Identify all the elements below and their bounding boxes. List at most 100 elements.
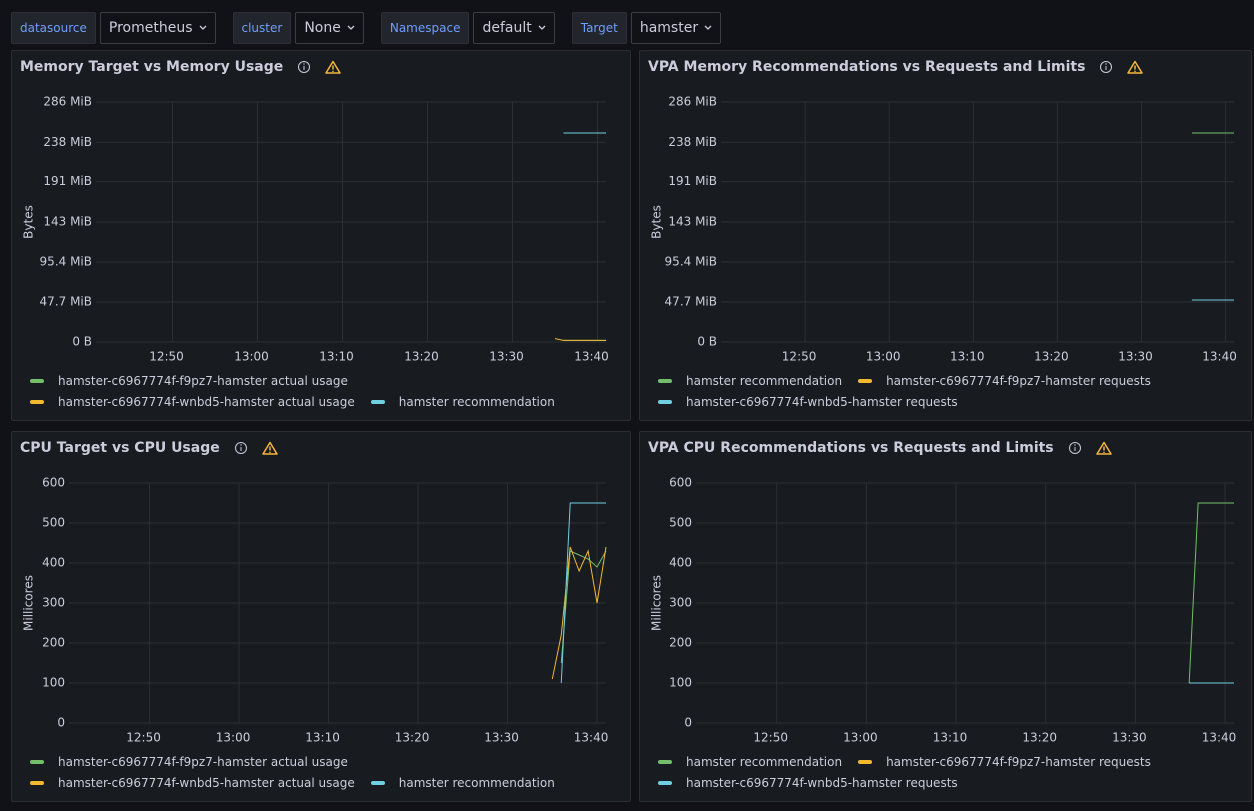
y-tick-label: 47.7 MiB	[665, 294, 717, 308]
panel-title: VPA Memory Recommendations vs Requests a…	[648, 59, 1144, 75]
warning-icon[interactable]	[325, 60, 342, 74]
legend-item[interactable]: hamster-c6967774f-wnbd5-hamster actual u…	[30, 395, 355, 409]
legend-row: hamster-c6967774f-f9pz7-hamster actual u…	[30, 755, 348, 769]
variable-value: hamster	[639, 20, 699, 36]
series-line	[554, 338, 606, 341]
variables-bar: datasource Prometheus cluster None Namespace…	[11, 12, 722, 44]
legend-label: hamster recommendation	[686, 755, 843, 769]
variable-select[interactable]: None	[295, 12, 364, 44]
variable: Namespace default	[380, 12, 555, 44]
variable-value: Prometheus	[108, 20, 193, 36]
series-line	[1188, 502, 1234, 684]
legend-row: hamster-c6967774f-wnbd5-hamster actual u…	[30, 395, 555, 409]
series-line	[560, 502, 606, 684]
variable-label: Target	[571, 12, 627, 44]
panel-title: CPU Target vs CPU Usage	[20, 440, 278, 456]
y-tick-label: 0	[684, 716, 692, 730]
legend-item[interactable]: hamster recommendation	[370, 395, 555, 409]
variable: datasource Prometheus	[11, 12, 216, 44]
y-tick-label: 238 MiB	[668, 135, 717, 149]
info-icon[interactable]	[1068, 441, 1082, 455]
x-tick-label: 13:20	[404, 350, 439, 364]
legend-swatch	[370, 781, 385, 785]
y-axis-label: Millicores	[22, 575, 36, 631]
legend-swatch	[658, 379, 672, 383]
variable-label: datasource	[11, 12, 96, 44]
chevron	[704, 25, 712, 30]
legend-label: hamster recommendation	[398, 395, 555, 409]
y-tick-label: 500	[42, 516, 65, 530]
warning-icon[interactable]	[1095, 441, 1112, 455]
x-tick-label: 13:30	[484, 731, 519, 745]
panel-title: VPA CPU Recommendations vs Requests and …	[648, 440, 1112, 456]
chevron	[347, 25, 355, 30]
y-tick-label: 300	[669, 596, 692, 610]
variable-select[interactable]: hamster	[630, 12, 722, 44]
x-tick-label: 13:10	[950, 350, 985, 364]
y-tick-label: 47.7 MiB	[40, 294, 92, 308]
legend-item[interactable]: hamster-c6967774f-f9pz7-hamster requests	[858, 755, 1151, 769]
legend-label: hamster-c6967774f-wnbd5-hamster actual u…	[58, 395, 355, 409]
x-tick-label: 13:00	[234, 350, 269, 364]
x-tick-label: 12:50	[126, 731, 161, 745]
x-tick-label: 13:00	[866, 350, 901, 364]
legend-item[interactable]: hamster recommendation	[658, 755, 842, 769]
legend-item[interactable]: hamster-c6967774f-wnbd5-hamster requests	[658, 776, 958, 790]
warning-icon[interactable]	[261, 441, 278, 455]
legend-item[interactable]: hamster recommendation	[370, 776, 555, 790]
warning-icon[interactable]	[1127, 60, 1144, 74]
x-tick-label: 13:10	[305, 731, 340, 745]
y-axis-label: Bytes	[22, 205, 36, 239]
y-tick-label: 0 B	[697, 335, 717, 349]
legend-item[interactable]: hamster-c6967774f-f9pz7-hamster actual u…	[30, 755, 348, 769]
variable-value: default	[482, 20, 532, 36]
y-tick-label: 143 MiB	[668, 215, 717, 229]
y-tick-label: 238 MiB	[43, 135, 92, 149]
legend-swatch	[658, 781, 672, 785]
legend-swatch	[30, 781, 44, 785]
legend-swatch	[658, 400, 672, 404]
legend-item[interactable]: hamster-c6967774f-f9pz7-hamster actual u…	[30, 374, 348, 388]
x-tick-label: 13:00	[843, 731, 878, 745]
panel-title-text: VPA CPU Recommendations vs Requests and …	[648, 440, 1054, 456]
series-line	[551, 546, 607, 680]
legend-item[interactable]: hamster-c6967774f-wnbd5-hamster requests	[658, 395, 958, 409]
y-tick-label: 286 MiB	[668, 95, 717, 109]
y-tick-label: 200	[669, 636, 692, 650]
x-tick-label: 13:20	[1034, 350, 1069, 364]
info-icon[interactable]	[1099, 60, 1113, 74]
legend-row: hamster-c6967774f-wnbd5-hamster requests	[658, 395, 958, 409]
legend-label: hamster-c6967774f-wnbd5-hamster requests	[686, 395, 958, 409]
chart: Millicores 0 100 200 300 400 500 600 12:50 13:00 1…	[650, 476, 1237, 745]
x-tick-label: 12:50	[782, 350, 817, 364]
x-tick-label: 13:40	[574, 350, 609, 364]
y-tick-label: 400	[42, 556, 65, 570]
y-tick-label: 0	[57, 716, 65, 730]
variable: cluster None	[232, 12, 364, 44]
y-tick-label: 400	[669, 556, 692, 570]
variable-select[interactable]: default	[473, 12, 555, 44]
legend-row: hamster-c6967774f-wnbd5-hamster requests	[658, 776, 958, 790]
legend-label: hamster-c6967774f-f9pz7-hamster requests	[886, 755, 1151, 769]
y-tick-label: 0 B	[72, 335, 92, 349]
variable-select[interactable]: Prometheus	[99, 12, 216, 44]
x-tick-label: 13:40	[1202, 350, 1237, 364]
legend-row: hamster-c6967774f-wnbd5-hamster actual u…	[30, 776, 555, 790]
chart: Bytes 0 B 47.7 MiB 95.4 MiB 143 MiB 191 MiB 23…	[22, 95, 609, 364]
legend-item[interactable]: hamster recommendation	[658, 374, 842, 388]
panel-title-text: Memory Target vs Memory Usage	[20, 59, 284, 75]
legend-swatch	[658, 760, 672, 764]
legend-row: hamster recommendation hamster-c6967774f-…	[658, 374, 1151, 388]
x-tick-label: 13:30	[1112, 731, 1147, 745]
x-tick-label: 13:10	[319, 350, 354, 364]
y-tick-label: 300	[42, 596, 65, 610]
legend-item[interactable]: hamster-c6967774f-f9pz7-hamster requests	[858, 374, 1151, 388]
legend-row: hamster-c6967774f-f9pz7-hamster actual u…	[30, 374, 348, 388]
info-icon[interactable]	[234, 441, 248, 455]
series-line	[560, 550, 607, 664]
legend-swatch	[30, 760, 44, 764]
legend-label: hamster recommendation	[686, 374, 843, 388]
x-tick-label: 13:20	[395, 731, 430, 745]
info-icon[interactable]	[297, 60, 311, 74]
legend-item[interactable]: hamster-c6967774f-wnbd5-hamster actual u…	[30, 776, 355, 790]
